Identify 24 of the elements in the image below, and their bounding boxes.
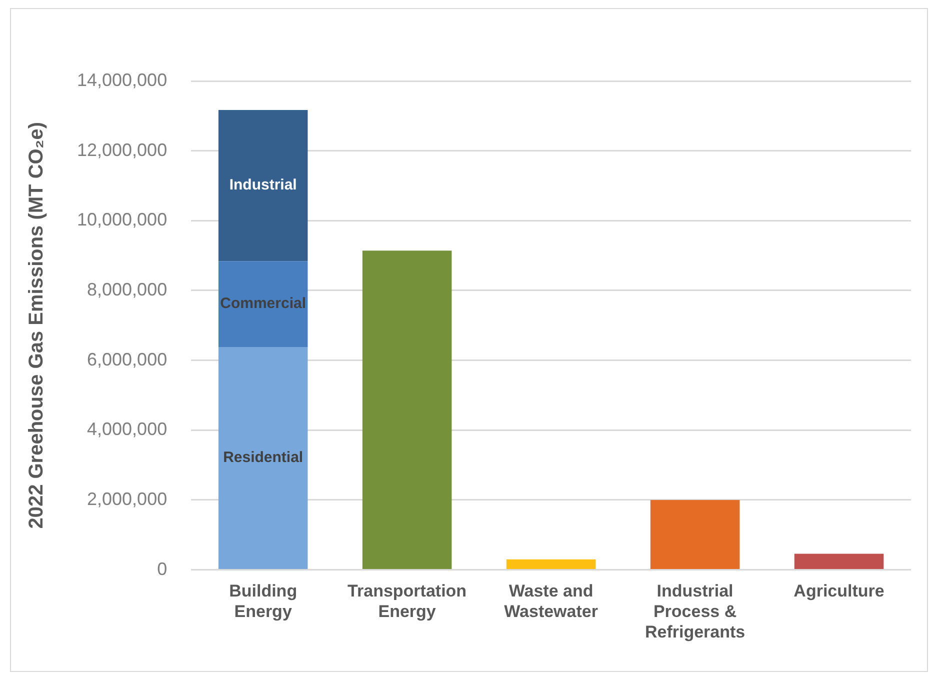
bar — [794, 554, 884, 570]
bar — [506, 559, 596, 570]
y-tick-label: 6,000,000 — [87, 349, 168, 370]
y-tick-label: 0 — [157, 558, 168, 579]
y-tick-label: 14,000,000 — [76, 70, 168, 90]
y-tick-label: 8,000,000 — [87, 279, 168, 300]
bar — [218, 261, 308, 348]
y-tick-label: 12,000,000 — [76, 140, 168, 160]
series-label: Residential — [223, 449, 304, 466]
y-tick-label: 2,000,000 — [87, 488, 168, 509]
y-tick-label: 4,000,000 — [87, 419, 168, 440]
bar — [650, 500, 740, 570]
x-tick-label: Industrial Process & Refrigerants — [644, 582, 746, 642]
y-axis-title: 2022 Greehouse Gas Emissions (MT CO₂e) — [26, 122, 48, 529]
bar — [218, 347, 308, 570]
x-tick-label: Waste and Wastewater — [504, 582, 598, 622]
bar — [218, 110, 308, 262]
bar — [362, 250, 452, 570]
x-tick-label: Agriculture — [794, 582, 884, 601]
y-tick-label: 10,000,000 — [76, 210, 168, 230]
x-tick-label: Transportation Energy — [348, 582, 467, 622]
x-tick-label: Building Energy — [229, 582, 298, 622]
series-label: Commercial — [220, 295, 306, 312]
series-label: Industrial — [229, 176, 297, 194]
